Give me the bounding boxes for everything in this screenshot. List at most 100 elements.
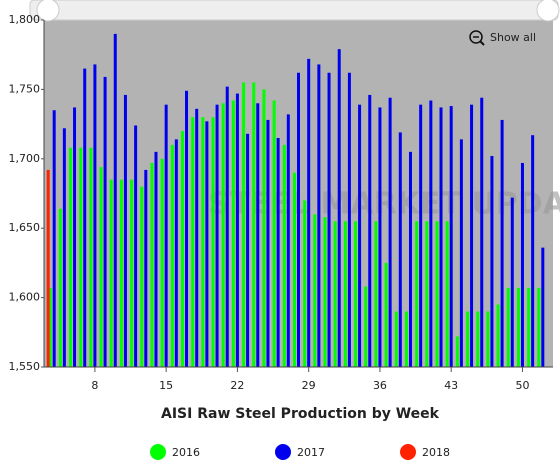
bar bbox=[130, 179, 134, 367]
bar bbox=[317, 64, 321, 367]
y-tick-label: 1,550 bbox=[9, 360, 41, 373]
bar bbox=[470, 104, 474, 367]
bar bbox=[69, 147, 73, 367]
bar bbox=[113, 33, 117, 367]
bar bbox=[398, 132, 402, 367]
bar bbox=[191, 117, 195, 367]
legend-label: 2016 bbox=[172, 446, 200, 459]
bar bbox=[201, 117, 205, 367]
bar bbox=[327, 72, 331, 367]
bar bbox=[378, 107, 382, 367]
bar bbox=[46, 169, 50, 367]
zoom-icon bbox=[469, 30, 483, 44]
y-tick-label: 1,600 bbox=[9, 291, 41, 304]
x-tick-label: 50 bbox=[515, 379, 529, 392]
bar bbox=[323, 217, 327, 367]
x-tick-label: 22 bbox=[230, 379, 244, 392]
scroll-handle[interactable] bbox=[36, 0, 60, 22]
x-tick-label: 43 bbox=[444, 379, 458, 392]
bar bbox=[150, 162, 154, 367]
y-tick-label: 1,750 bbox=[9, 82, 41, 95]
bar bbox=[73, 107, 77, 367]
bar bbox=[343, 221, 347, 367]
legend-label: 2017 bbox=[297, 446, 325, 459]
bar bbox=[388, 97, 392, 367]
legend-label: 2018 bbox=[422, 446, 450, 459]
legend-swatch bbox=[150, 444, 166, 460]
bar bbox=[185, 90, 189, 368]
bar bbox=[174, 139, 178, 367]
button-label[interactable]: Show all bbox=[490, 31, 536, 44]
bar bbox=[303, 200, 307, 367]
x-tick-label: 36 bbox=[373, 379, 387, 392]
bar bbox=[358, 104, 362, 367]
bar bbox=[307, 58, 311, 367]
bar bbox=[531, 135, 535, 367]
bar bbox=[368, 94, 372, 368]
bar bbox=[506, 287, 510, 367]
bar bbox=[170, 144, 174, 367]
bar bbox=[48, 287, 52, 367]
bar bbox=[246, 133, 250, 367]
bar bbox=[262, 89, 266, 368]
bar bbox=[476, 311, 480, 367]
bar bbox=[235, 93, 239, 368]
bar bbox=[89, 147, 93, 367]
x-tick-label: 29 bbox=[302, 379, 316, 392]
bar bbox=[109, 179, 113, 367]
bar bbox=[276, 137, 280, 367]
bar bbox=[445, 221, 449, 367]
bar bbox=[154, 151, 158, 367]
bar bbox=[181, 131, 185, 367]
bar bbox=[333, 221, 337, 367]
bar bbox=[541, 247, 545, 367]
bar bbox=[164, 104, 168, 367]
bar bbox=[144, 169, 148, 367]
bar bbox=[160, 158, 164, 367]
bar bbox=[404, 311, 408, 367]
bar bbox=[225, 86, 229, 368]
bar bbox=[435, 221, 439, 367]
bar bbox=[313, 214, 317, 367]
bar bbox=[93, 64, 97, 367]
bar bbox=[510, 197, 514, 367]
bar bbox=[394, 311, 398, 367]
bar bbox=[527, 287, 531, 367]
zoom-icon bbox=[479, 40, 485, 46]
scroll-handle[interactable] bbox=[536, 0, 560, 22]
bar bbox=[455, 336, 459, 367]
bar bbox=[439, 107, 443, 367]
bar bbox=[256, 103, 260, 367]
bar bbox=[205, 121, 209, 367]
bar bbox=[99, 167, 103, 367]
bar bbox=[486, 311, 490, 367]
bar bbox=[286, 114, 290, 367]
bar bbox=[459, 139, 463, 367]
bar bbox=[272, 100, 276, 367]
bar bbox=[221, 103, 225, 367]
bar bbox=[374, 221, 378, 367]
bar bbox=[195, 108, 199, 367]
y-tick-label: 1,700 bbox=[9, 152, 41, 165]
bar bbox=[266, 119, 270, 367]
bar bbox=[520, 162, 524, 367]
scrollbar[interactable] bbox=[29, 0, 559, 21]
bar bbox=[140, 186, 144, 367]
x-tick-label: 8 bbox=[91, 379, 98, 392]
bar bbox=[500, 119, 504, 367]
show-all-button[interactable]: Show all bbox=[469, 30, 536, 46]
bar bbox=[408, 151, 412, 367]
bar bbox=[58, 208, 62, 367]
bar bbox=[516, 287, 520, 367]
bar bbox=[123, 94, 127, 368]
x-tick-label: 15 bbox=[159, 379, 173, 392]
bar bbox=[419, 104, 423, 367]
bar bbox=[364, 286, 368, 367]
bar bbox=[252, 82, 256, 368]
bar bbox=[79, 147, 83, 367]
bar bbox=[425, 221, 429, 367]
bar bbox=[211, 117, 215, 367]
bar bbox=[429, 100, 433, 367]
bar bbox=[282, 144, 286, 367]
